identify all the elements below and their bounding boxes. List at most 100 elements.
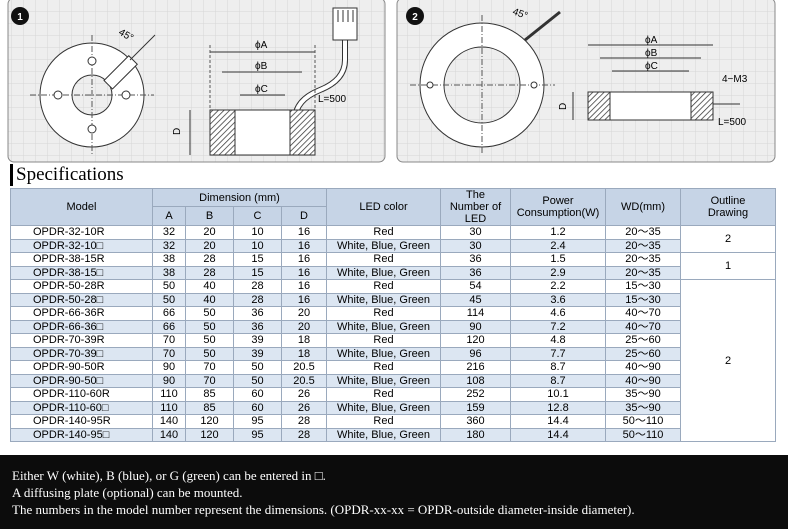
table-cell: 38 — [152, 252, 186, 267]
table-cell: 96 — [440, 346, 511, 361]
drawing-number: 1 — [17, 12, 23, 23]
table-cell: 90 — [152, 360, 186, 375]
table-row: OPDR-140-95R 140 120 95 28 Red 360 14.4 50～110 — [10, 414, 776, 429]
table-cell: White, Blue, Green — [326, 400, 441, 415]
table-cell: 3.6 — [510, 292, 606, 307]
table-cell: 10 — [233, 225, 282, 240]
header-cell: Power Consumption(W) — [510, 188, 606, 226]
table-cell: 28 — [281, 427, 327, 442]
table-cell: Red — [326, 279, 441, 294]
table-cell: OPDR-38-15R — [10, 252, 153, 267]
table-cell: 70 — [185, 373, 234, 388]
table-cell: 36 — [440, 265, 511, 280]
table-cell: 36 — [233, 306, 282, 321]
table-cell: 30 — [440, 225, 511, 240]
table-cell: 32 — [152, 238, 186, 253]
table-cell: 20.5 — [281, 373, 327, 388]
table-cell: 120 — [185, 427, 234, 442]
table-cell: 45 — [440, 292, 511, 307]
table-row: OPDR-66-36□ 66 50 36 20 White, Blue, Green 90 7… — [10, 319, 776, 334]
table-cell: 50 — [185, 306, 234, 321]
drawing-1: 1 45° ϕA ϕB ϕC D L=500 — [7, 0, 386, 163]
table-cell: 35～90 — [605, 400, 681, 415]
table-cell: 30 — [440, 238, 511, 253]
table-cell: 50 — [152, 292, 186, 307]
table-cell: 15 — [233, 265, 282, 280]
table-row: OPDR-38-15R 38 28 15 16 Red 36 1.5 20～35 1 — [10, 252, 776, 280]
table-cell: 2 — [680, 279, 776, 442]
table-cell: 66 — [152, 319, 186, 334]
table-cell: 252 — [440, 387, 511, 402]
table-cell: OPDR-70-39□ — [10, 346, 153, 361]
table-cell: 26 — [281, 400, 327, 415]
table-cell: Red — [326, 360, 441, 375]
table-row: OPDR-70-39R 70 50 39 18 Red 120 4.8 25～60 — [10, 333, 776, 348]
header-cell: A — [152, 206, 186, 226]
table-cell: 35～90 — [605, 387, 681, 402]
header-cell: B — [185, 206, 234, 226]
note-line: The numbers in the model number represen… — [12, 502, 635, 517]
table-cell: 50 — [152, 279, 186, 294]
table-cell: 50～110 — [605, 427, 681, 442]
table-cell: 39 — [233, 333, 282, 348]
table-cell: 16 — [281, 252, 327, 267]
table-cell: 40 — [185, 279, 234, 294]
table-cell: 15 — [233, 252, 282, 267]
table-cell: White, Blue, Green — [326, 346, 441, 361]
table-cell: 25～60 — [605, 333, 681, 348]
table-cell: 360 — [440, 414, 511, 429]
table-cell: Red — [326, 414, 441, 429]
section-title: Specifications — [10, 164, 124, 186]
table-cell: 28 — [185, 265, 234, 280]
table-cell: Red — [326, 333, 441, 348]
table-cell: 20 — [281, 319, 327, 334]
note-line: A diffusing plate (optional) can be moun… — [12, 485, 243, 500]
table-row: OPDR-32-10□ 32 20 10 16 White, Blue, Green 30 2… — [10, 238, 776, 253]
header-cell: C — [233, 206, 282, 226]
table-row: OPDR-50-28R 50 40 28 16 Red 54 2.2 15～30 2 — [10, 279, 776, 442]
table-cell: 95 — [233, 427, 282, 442]
table-cell: 32 — [152, 225, 186, 240]
table-cell: 10 — [233, 238, 282, 253]
angle-label: 45° — [511, 6, 529, 22]
screw-label: 4−M3 — [722, 74, 748, 85]
table-cell: 7.7 — [510, 346, 606, 361]
table-row: OPDR-50-28□ 50 40 28 16 White, Blue, Green 45 3… — [10, 292, 776, 307]
table-cell: OPDR-50-28□ — [10, 292, 153, 307]
table-cell: 1 — [680, 252, 776, 280]
table-cell: 20～35 — [605, 225, 681, 240]
dim-label: ϕB — [255, 61, 268, 72]
note-line: Either W (white), B (blue), or G (green)… — [12, 468, 326, 483]
table-cell: 20.5 — [281, 360, 327, 375]
table-cell: Red — [326, 387, 441, 402]
table-cell: 40～90 — [605, 360, 681, 375]
table-cell: 108 — [440, 373, 511, 388]
table-cell: OPDR-110-60R — [10, 387, 153, 402]
table-cell: 90 — [152, 373, 186, 388]
table-cell: 40 — [185, 292, 234, 307]
table-row: OPDR-66-36R 66 50 36 20 Red 114 4.6 40～70 — [10, 306, 776, 321]
table-cell: 16 — [281, 279, 327, 294]
table-cell: 2.9 — [510, 265, 606, 280]
table-cell: 2 — [680, 225, 776, 253]
table-cell: 50～110 — [605, 414, 681, 429]
table-cell: 114 — [440, 306, 511, 321]
table-cell: 120 — [185, 414, 234, 429]
table-cell: White, Blue, Green — [326, 319, 441, 334]
table-cell: OPDR-140-95□ — [10, 427, 153, 442]
table-cell: 70 — [152, 333, 186, 348]
table-cell: 1.2 — [510, 225, 606, 240]
header-cell: Dimension (mm) — [152, 187, 327, 208]
table-cell: 66 — [152, 306, 186, 321]
table-cell: 95 — [233, 414, 282, 429]
table-cell: 2.4 — [510, 238, 606, 253]
table-cell: White, Blue, Green — [326, 238, 441, 253]
table-cell: 216 — [440, 360, 511, 375]
table-cell: 54 — [440, 279, 511, 294]
table-cell: 20 — [185, 225, 234, 240]
drawings: 1 45° ϕA ϕB ϕC D L=500 2 45° ϕA ϕB ϕC D … — [7, 0, 776, 163]
table-cell: 60 — [233, 400, 282, 415]
table-cell: 110 — [152, 400, 186, 415]
table-cell: Red — [326, 225, 441, 240]
